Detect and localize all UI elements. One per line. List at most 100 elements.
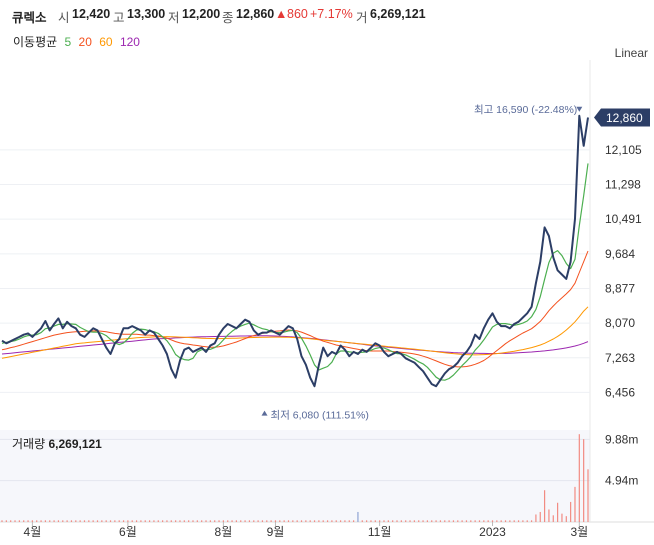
volume-bar bbox=[400, 520, 402, 522]
volume-bar bbox=[543, 490, 546, 522]
volume-bar bbox=[96, 520, 99, 522]
volume-bar bbox=[57, 520, 60, 522]
volume-panel-bg bbox=[0, 430, 590, 522]
high-price: 13,300 bbox=[127, 7, 166, 21]
scale-toggle[interactable]: Linear bbox=[614, 46, 648, 60]
volume-bar bbox=[209, 520, 211, 522]
volume-bar bbox=[274, 520, 277, 522]
volume-bar bbox=[483, 520, 485, 522]
volume-bar bbox=[509, 520, 511, 522]
stock-name: 큐렉소 bbox=[12, 11, 47, 25]
volume-bar bbox=[409, 520, 411, 522]
x-tick-label: 3월 bbox=[570, 525, 588, 539]
volume-bar bbox=[565, 516, 567, 522]
ma20-line bbox=[1, 250, 589, 368]
volume-bar bbox=[557, 502, 559, 522]
volume-bar bbox=[27, 520, 29, 522]
volume-bar bbox=[292, 520, 294, 522]
volume-bar bbox=[188, 520, 190, 522]
stock-header: 큐렉소 시 12,420 고 13,300 저 12,200 종 12,860 … bbox=[0, 0, 654, 28]
ma120-legend[interactable]: 120 bbox=[119, 35, 140, 49]
volume-bar bbox=[66, 520, 68, 522]
volume-bar bbox=[392, 520, 394, 522]
ma-legend-title: 이동평균 bbox=[13, 35, 58, 49]
open-price: 12,420 bbox=[72, 7, 111, 21]
volume-bar bbox=[179, 520, 181, 522]
volume-bar bbox=[222, 520, 224, 522]
ma20-legend[interactable]: 20 bbox=[78, 35, 92, 49]
volume-bar bbox=[478, 520, 481, 522]
y-tick-label: 6,456 bbox=[605, 385, 635, 399]
volume-bar bbox=[153, 520, 155, 522]
volume-bar bbox=[300, 520, 303, 522]
volume-bar bbox=[261, 520, 264, 522]
volume-bar bbox=[496, 520, 498, 522]
change-arrow-icon: ▲ bbox=[275, 7, 288, 21]
volume-bar bbox=[5, 520, 7, 522]
volume-bar bbox=[127, 520, 129, 522]
volume-bar bbox=[162, 520, 164, 522]
y-tick-label: 7,263 bbox=[605, 351, 635, 365]
volume-bar bbox=[135, 520, 138, 522]
volume-bar bbox=[1, 520, 3, 522]
x-tick-label: 9월 bbox=[267, 525, 285, 539]
volume-bar bbox=[548, 509, 550, 522]
volume-bar bbox=[109, 520, 112, 522]
volume-bar bbox=[205, 520, 207, 522]
volume-bar bbox=[235, 520, 237, 522]
volume-bar bbox=[374, 520, 376, 522]
volume-bar bbox=[148, 520, 151, 522]
volume-bar bbox=[500, 520, 502, 522]
volume-bar bbox=[49, 520, 51, 522]
close-label: 종 bbox=[222, 11, 234, 25]
volume-bar bbox=[240, 520, 242, 522]
current-price-tag: 12,860 bbox=[594, 108, 650, 127]
min-price-annotation: 최저 6,080 (111.51%) bbox=[271, 410, 369, 422]
volume-bar bbox=[305, 520, 307, 522]
volume-bar bbox=[279, 520, 281, 522]
volume-bar bbox=[366, 520, 368, 522]
volume-bar bbox=[448, 520, 450, 522]
volume-bar bbox=[296, 520, 298, 522]
max-marker-icon bbox=[576, 106, 583, 112]
volume-bar bbox=[62, 520, 64, 522]
volume-bar bbox=[309, 520, 311, 522]
volume-bar bbox=[513, 520, 515, 522]
y-tick-label: 9,684 bbox=[605, 247, 635, 261]
open-label: 시 bbox=[58, 11, 70, 25]
volume-bar bbox=[465, 520, 468, 522]
volume-value: 6,269,121 bbox=[370, 7, 426, 21]
volume-bar bbox=[157, 520, 159, 522]
volume-bar bbox=[470, 520, 472, 522]
volume-bar bbox=[574, 486, 576, 522]
ma60-line bbox=[1, 306, 589, 359]
volume-bar bbox=[439, 520, 442, 522]
volume-bar bbox=[435, 520, 437, 522]
current-price-tag-bg bbox=[594, 108, 650, 127]
y-tick-label: 8,877 bbox=[605, 281, 635, 295]
volume-bar bbox=[175, 520, 177, 522]
volume-tick-label: 4.94m bbox=[605, 474, 638, 488]
change-percent: +7.17% bbox=[310, 7, 353, 21]
volume-bar bbox=[196, 520, 198, 522]
volume-panel-label: 거래량 6,269,121 bbox=[12, 435, 102, 452]
volume-bar bbox=[88, 520, 90, 522]
volume-bar bbox=[114, 520, 116, 522]
volume-bar bbox=[570, 501, 572, 522]
volume-bar bbox=[14, 520, 16, 522]
ma60-legend[interactable]: 60 bbox=[99, 35, 113, 49]
volume-bar bbox=[83, 520, 86, 522]
volume-bar bbox=[444, 520, 446, 522]
volume-bar bbox=[313, 520, 316, 522]
current-price-label: 12,860 bbox=[606, 111, 643, 125]
volume-bar bbox=[75, 520, 77, 522]
ma5-legend[interactable]: 5 bbox=[64, 35, 72, 49]
volume-bar bbox=[218, 520, 220, 522]
y-tick-label: 12,105 bbox=[605, 143, 642, 157]
volume-bar bbox=[504, 520, 507, 522]
volume-bar bbox=[405, 520, 407, 522]
volume-bar bbox=[387, 520, 389, 522]
volume-bar bbox=[522, 520, 524, 522]
volume-label: 거 bbox=[356, 11, 368, 25]
